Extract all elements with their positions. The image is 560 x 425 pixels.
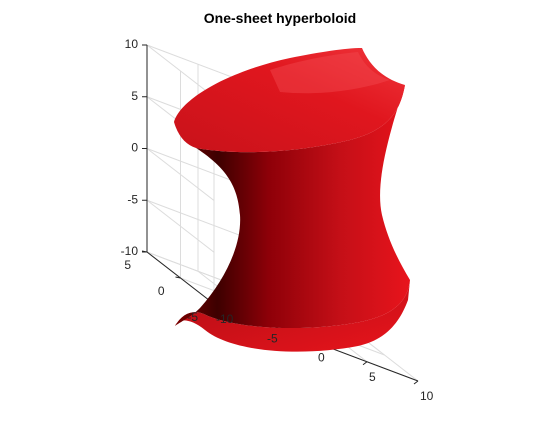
surface-top-highlight bbox=[270, 52, 390, 94]
z-tick-label: -5 bbox=[127, 192, 138, 206]
z-tick-label: -10 bbox=[121, 244, 139, 258]
y-tick-label: 5 bbox=[124, 258, 131, 272]
x-tick-mark bbox=[413, 380, 419, 385]
z-tick-label: 5 bbox=[131, 89, 138, 103]
surface-top-rim bbox=[174, 48, 405, 153]
hyperboloid-surface bbox=[174, 48, 410, 352]
chart-title: One-sheet hyperboloid bbox=[203, 10, 357, 26]
x-tick-mark bbox=[362, 361, 368, 366]
surface-bottom-flare bbox=[175, 280, 410, 352]
z-tick-label: 10 bbox=[125, 37, 139, 51]
grid-line bbox=[146, 148, 215, 201]
x-tick-label: 5 bbox=[369, 370, 376, 384]
y-tick-label: 0 bbox=[158, 284, 165, 298]
y-tick-label: -5 bbox=[187, 310, 198, 324]
y-tick-mark bbox=[175, 276, 181, 279]
x-tick-label: -5 bbox=[267, 331, 278, 345]
grid-line bbox=[146, 199, 215, 253]
z-tick-label: 0 bbox=[131, 141, 138, 155]
x-tick-label: -10 bbox=[216, 312, 234, 326]
grid-line bbox=[146, 44, 215, 98]
x-tick-label: 10 bbox=[420, 389, 434, 403]
x-tick-label: 0 bbox=[318, 351, 325, 365]
surface-body bbox=[175, 85, 410, 329]
